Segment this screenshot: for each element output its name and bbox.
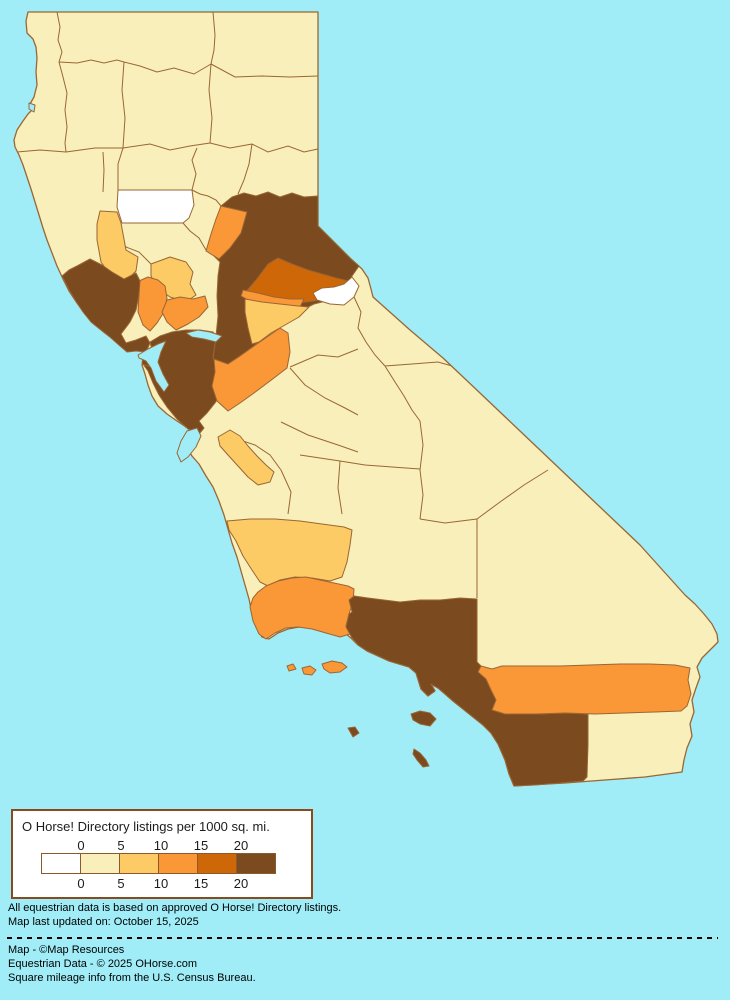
legend-tick-label: 0 xyxy=(77,838,85,853)
water-monterey-bay xyxy=(176,427,202,463)
water-suisun-delta xyxy=(185,329,223,343)
legend-color-scale xyxy=(41,853,276,874)
county-calaveras xyxy=(244,298,310,345)
legend-tick-label: 15 xyxy=(193,838,209,853)
county-border-line xyxy=(208,63,213,144)
footnote-map-credit: Map - ©Map Resources xyxy=(8,944,125,956)
county-border-line xyxy=(123,61,212,75)
footnote-data-source: All equestrian data is based on approved… xyxy=(8,902,342,914)
county-border-line xyxy=(337,460,343,515)
county-border-line xyxy=(58,59,125,64)
county-border-line xyxy=(353,296,386,367)
county-glenn xyxy=(116,189,195,224)
legend-tick-label: 10 xyxy=(153,838,169,853)
county-border-line xyxy=(58,61,68,153)
county-border-line xyxy=(210,11,216,65)
county-solano xyxy=(161,295,209,331)
county-island-anacapa xyxy=(321,660,348,674)
dashed-separator xyxy=(7,937,718,939)
water-san-francisco-bay xyxy=(137,340,170,393)
legend-tick-label: 5 xyxy=(117,838,125,853)
county-napa xyxy=(137,276,168,332)
county-border-line xyxy=(209,142,253,149)
county-border-line xyxy=(210,63,319,78)
legend-swatch xyxy=(41,853,81,874)
county-border-line xyxy=(289,348,359,368)
footnote-equestrian-credit: Equestrian Data - © 2025 OHorse.com xyxy=(8,958,198,970)
county-border-line xyxy=(289,367,359,416)
legend-swatch xyxy=(119,853,159,874)
legend-tick-label: 0 xyxy=(77,876,85,891)
legend-tick-label: 20 xyxy=(233,838,249,853)
county-border-line xyxy=(384,365,421,422)
county-island-santa-rosa xyxy=(286,663,297,672)
county-riverside xyxy=(477,663,692,715)
water-humboldt-bay xyxy=(28,102,36,113)
legend-tick-label: 15 xyxy=(193,876,209,891)
county-border-line xyxy=(299,454,341,462)
county-border-line xyxy=(280,469,292,515)
county-santa-barbara xyxy=(249,576,355,640)
legend-swatch xyxy=(197,853,237,874)
county-island-santa-cruz xyxy=(301,665,317,676)
legend-title: O Horse! Directory listings per 1000 sq.… xyxy=(22,819,270,834)
county-border-line xyxy=(191,147,198,191)
legend-tick-label: 5 xyxy=(117,876,125,891)
county-border-line xyxy=(251,143,319,153)
county-border-line xyxy=(339,460,421,470)
legend-swatch xyxy=(236,853,276,874)
legend-tick-label: 10 xyxy=(153,876,169,891)
legend-ticks-top: 0 5 10 15 20 xyxy=(13,838,311,853)
county-border-line xyxy=(384,361,453,367)
county-border-line xyxy=(419,420,424,520)
county-sutter xyxy=(205,205,248,260)
legend-swatch xyxy=(80,853,120,874)
legend-ticks-bottom: 0 5 10 15 20 xyxy=(13,876,311,891)
map-legend: O Horse! Directory listings per 1000 sq.… xyxy=(11,809,313,899)
county-border-line xyxy=(121,61,126,149)
county-border-line xyxy=(117,147,124,190)
county-island-catalina xyxy=(410,710,437,727)
county-border-line xyxy=(122,142,211,151)
county-border-line xyxy=(191,189,222,207)
legend-swatch xyxy=(158,853,198,874)
county-border-line xyxy=(125,246,152,265)
footnote-last-updated: Map last updated on: October 15, 2025 xyxy=(8,916,199,928)
county-border-line xyxy=(56,11,63,63)
county-border-line xyxy=(237,143,253,195)
footnote-census-credit: Square mileage info from the U.S. Census… xyxy=(8,972,256,984)
county-border-line xyxy=(182,222,207,251)
county-south-coast-metro xyxy=(345,595,589,787)
county-san-benito xyxy=(217,429,275,486)
county-border-line xyxy=(102,151,105,193)
county-san-luis-obispo xyxy=(226,518,353,587)
county-border-line xyxy=(16,147,123,153)
county-island-santa-barbara xyxy=(347,726,360,738)
county-alpine xyxy=(312,276,360,306)
county-stanislaus xyxy=(211,327,291,412)
county-sonoma-marin xyxy=(61,258,151,353)
county-border-line xyxy=(280,421,359,453)
county-border-line xyxy=(419,518,478,524)
county-border-line xyxy=(476,469,549,520)
legend-tick-label: 20 xyxy=(233,876,249,891)
county-island-san-clemente xyxy=(412,748,430,768)
